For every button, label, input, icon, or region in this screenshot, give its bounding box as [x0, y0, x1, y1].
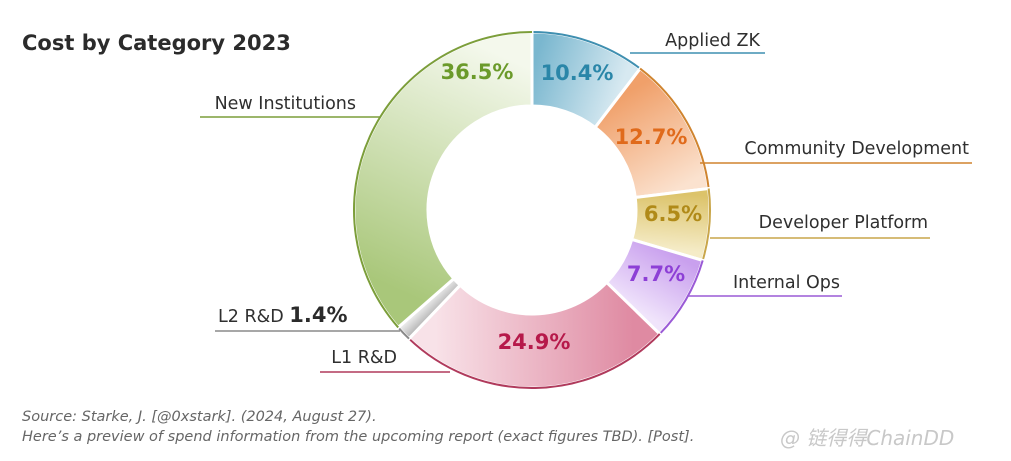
data-label: 12.7%: [615, 125, 688, 149]
data-label: 10.4%: [541, 61, 614, 85]
category-label: New Institutions: [215, 94, 356, 114]
data-label: 6.5%: [644, 202, 702, 226]
category-label: L2 R&D 1.4%: [218, 303, 348, 327]
data-label: 7.7%: [627, 262, 685, 286]
donut-slices: [352, 30, 712, 390]
chart-title: Cost by Category 2023: [22, 31, 291, 55]
category-label: Community Development: [744, 139, 969, 159]
slice-labels: 10.4% Applied ZK 12.7% Community Developmen…: [215, 31, 970, 368]
slice-rim: [531, 31, 641, 70]
data-label: 36.5%: [441, 60, 514, 84]
data-label: 24.9%: [498, 330, 571, 354]
watermark-text: @ 链得得ChainDD: [780, 426, 955, 450]
category-label: Internal Ops: [733, 273, 840, 293]
source-line-2: Here’s a preview of spend information fr…: [22, 429, 695, 445]
slice-rim: [639, 67, 710, 189]
slice-rim: [701, 188, 711, 261]
slice-rim: [659, 260, 704, 335]
category-label: L1 R&D: [331, 348, 397, 368]
category-label: Developer Platform: [759, 213, 928, 233]
source-line-1: Source: Starke, J. [@0xstark]. (2024, Au…: [22, 409, 377, 425]
source-note: Source: Starke, J. [@0xstark]. (2024, Au…: [22, 407, 694, 447]
watermark: @ 链得得ChainDD: [780, 422, 954, 451]
slice-rim: [353, 31, 533, 329]
slice-rim: [408, 333, 661, 389]
leader-lines: [200, 52, 972, 373]
category-label: Applied ZK: [665, 31, 760, 51]
